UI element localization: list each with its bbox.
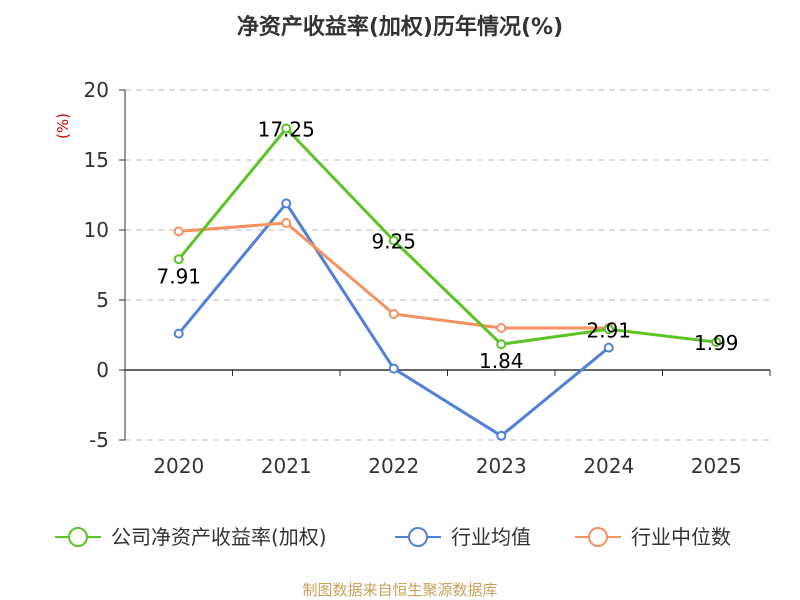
y-tick-label: 20	[84, 78, 109, 102]
legend-swatch-marker	[68, 527, 88, 547]
x-tick-label: 2022	[368, 454, 419, 478]
axes: 20 15 10 5 0 -5 2020 2021 2022 2023 2024 2025	[84, 78, 771, 478]
legend-swatch-marker	[408, 527, 428, 547]
y-tick-label: -5	[89, 428, 109, 452]
industry-average-point	[281, 198, 292, 209]
legend-swatch-marker	[588, 527, 608, 547]
y-tick-label: 15	[84, 148, 109, 172]
gridlines	[125, 89, 770, 441]
x-tick-label: 2020	[153, 454, 204, 478]
industry-average-point	[496, 430, 507, 441]
y-axis-unit: (%)	[54, 113, 72, 139]
data-label: 7.91	[156, 264, 201, 288]
source-note: 制图数据来自恒生聚源数据库	[302, 581, 497, 599]
company-roe-point	[388, 235, 399, 246]
company-roe-point	[711, 337, 722, 348]
y-tick-label: 10	[84, 218, 109, 242]
industry-median-point	[281, 218, 292, 228]
data-label: 9.25	[371, 230, 416, 254]
legend-label: 行业均值	[451, 525, 531, 549]
company-roe-point	[281, 123, 292, 134]
industry-median-point	[388, 309, 399, 319]
legend-label: 公司净资产收益率(加权)	[111, 525, 327, 549]
industry-average-point	[603, 342, 614, 353]
x-tick-label: 2024	[583, 454, 634, 478]
company-roe-point	[173, 254, 184, 265]
legend[interactable]: 公司净资产收益率(加权) 行业均值 行业中位数	[55, 525, 731, 549]
data-label: 17.25	[258, 118, 315, 142]
y-tick-label: 5	[96, 288, 109, 312]
legend-item-company-roe[interactable]: 公司净资产收益率(加权)	[55, 525, 327, 549]
legend-item-industry-median[interactable]: 行业中位数	[575, 525, 731, 549]
industry-average-point	[173, 328, 184, 339]
company-roe-point	[496, 339, 507, 350]
data-labels: 7.91 17.25 9.25 1.84 2.91 1.99	[156, 118, 738, 374]
x-tick-label: 2025	[691, 454, 742, 478]
legend-item-industry-average[interactable]: 行业均值	[395, 525, 531, 549]
x-tick-label: 2023	[476, 454, 527, 478]
data-label: 1.99	[694, 331, 739, 355]
industry-average-point	[388, 363, 399, 374]
company-roe-point	[603, 324, 614, 335]
series-layer	[173, 123, 722, 441]
y-tick-label: 0	[96, 358, 109, 382]
industry-median-point	[173, 226, 184, 237]
legend-label: 行业中位数	[631, 525, 731, 549]
data-label: 1.84	[479, 349, 524, 373]
industry-median-point	[496, 323, 507, 333]
x-tick-label: 2021	[261, 454, 312, 478]
company-roe-line	[177, 127, 717, 346]
data-label: 2.91	[586, 318, 631, 342]
chart-title: 净资产收益率(加权)历年情况(%)	[237, 14, 563, 40]
